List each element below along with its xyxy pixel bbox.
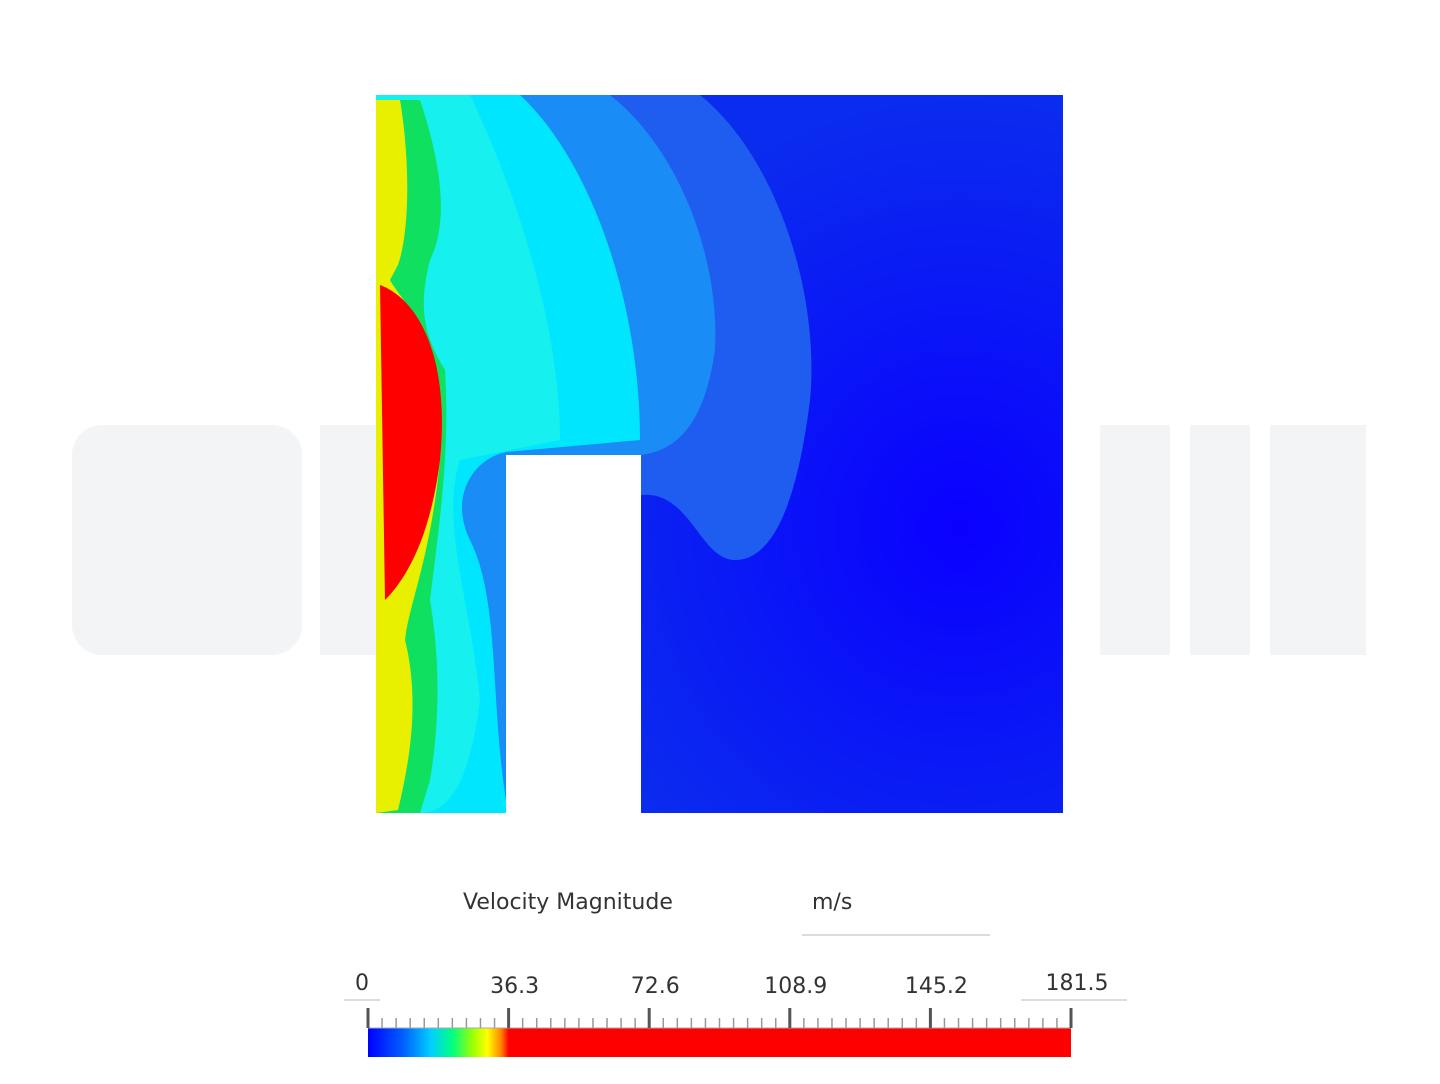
tick-label: 108.9 bbox=[764, 974, 827, 999]
legend-unit: m/s bbox=[812, 890, 852, 915]
tick-label: 0 bbox=[355, 971, 369, 996]
legend-title: Velocity Magnitude bbox=[463, 890, 673, 915]
colorbar bbox=[368, 1028, 1071, 1057]
tick-label: 145.2 bbox=[905, 974, 968, 999]
tick-label: 36.3 bbox=[490, 974, 539, 999]
tick-label: 72.6 bbox=[631, 974, 680, 999]
contour-field bbox=[376, 95, 1063, 813]
tick-label: 181.5 bbox=[1046, 971, 1109, 996]
watermark bbox=[72, 425, 1366, 655]
